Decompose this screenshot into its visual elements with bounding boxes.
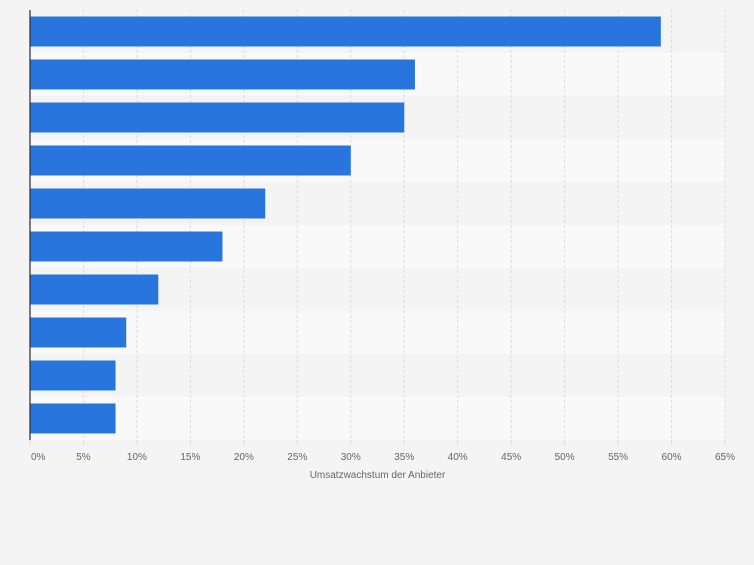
tick-label: 55%	[608, 452, 628, 463]
bar	[30, 231, 223, 262]
row-band	[30, 311, 725, 354]
bar	[30, 102, 405, 133]
tick-label: 65%	[715, 452, 735, 463]
bar	[30, 317, 127, 348]
bar	[30, 403, 116, 434]
tick-label: 45%	[501, 452, 521, 463]
tick-label: 30%	[341, 452, 361, 463]
tick-label: 25%	[287, 452, 307, 463]
bar	[30, 274, 159, 305]
bar	[30, 145, 351, 176]
bar	[30, 16, 661, 47]
tick-label: 40%	[448, 452, 468, 463]
tick-label: 50%	[555, 452, 575, 463]
tick-label: 60%	[662, 452, 682, 463]
row-band	[30, 397, 725, 440]
row-band	[30, 354, 725, 397]
tick-label: 35%	[394, 452, 414, 463]
tick-label: 5%	[76, 452, 91, 463]
bar	[30, 188, 266, 219]
tick-label: 15%	[180, 452, 200, 463]
x-axis-label: Umsatzwachstum der Anbieter	[310, 470, 446, 481]
tick-label: 10%	[127, 452, 147, 463]
bar	[30, 360, 116, 391]
tick-label: 0%	[31, 452, 46, 463]
tick-label: 20%	[234, 452, 254, 463]
x-tick-labels: 0% 5% 10% 15% 20% 25% 30% 35% 40% 45% 50% 55% 60% 65%	[29, 440, 735, 463]
bar	[30, 59, 415, 90]
bars	[30, 16, 661, 434]
